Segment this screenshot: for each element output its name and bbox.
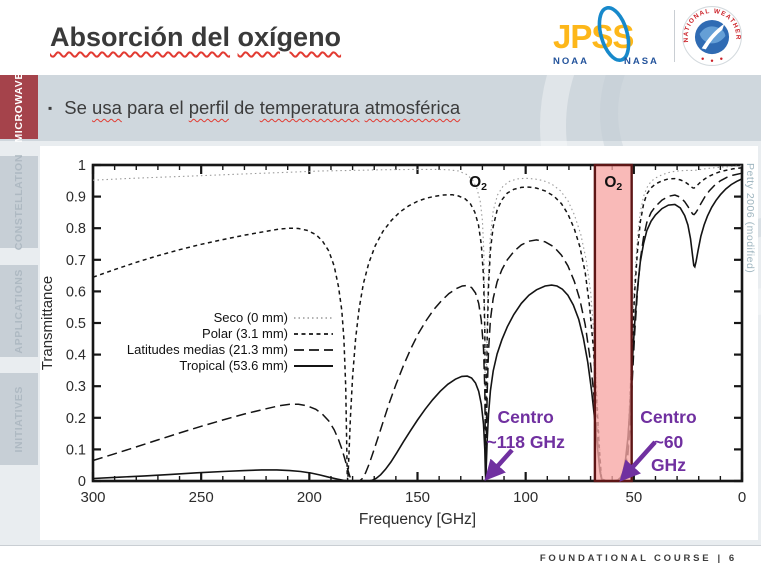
x-axis-label: Frequency [GHz] (359, 511, 476, 528)
chart-frame (91, 163, 744, 483)
callout-text-1: Centro (640, 407, 696, 427)
y-tick-label: 0.7 (66, 253, 86, 269)
sidebar-tab-label: MICROWAVE (13, 71, 25, 143)
figure-panel: 300 250 200 150 100 50 0 0 0.1 0.2 0.3 0.4 0.5 0.6 0.7… (39, 146, 758, 540)
bullet-segment: usa (92, 97, 122, 118)
footer-page-number: 6 (728, 552, 737, 564)
legend-label: Seco (0 mm) (214, 310, 288, 325)
page-title: Absorción del oxígeno (50, 22, 341, 53)
x-tick-label: 50 (625, 489, 642, 506)
callout-text-1: ~60 (654, 432, 684, 452)
callout-text-0: Centro (497, 407, 553, 427)
series-seco (92, 165, 743, 482)
bullet-segment: de (228, 97, 260, 118)
y-tick-label: 0 (78, 474, 86, 490)
slide-header: Absorción del oxígeno JPSS NOAA NASA NAT… (0, 0, 761, 75)
slide-footer: FOUNDATIONAL COURSE | 6 (0, 545, 761, 570)
title-word: Absorción del (50, 22, 231, 52)
callout-text-0: ~118 GHz (487, 432, 566, 452)
series-polar (92, 167, 743, 482)
bullet-segment: atmosférica (364, 97, 461, 118)
logo-divider (674, 10, 675, 62)
y-tick-label: 0.3 (66, 379, 86, 395)
y-tick-label: 0.6 (66, 284, 86, 300)
nws-star (720, 57, 723, 60)
sidebar-tab-applications[interactable]: APPLICATIONS (0, 265, 38, 357)
x-tick-label: 250 (189, 489, 214, 506)
legend-label: Polar (3.1 mm) (202, 326, 288, 341)
sidebar-tab-initiatives[interactable]: INITIATIVES (0, 373, 38, 465)
jpss-logo: JPSS NOAA NASA (553, 6, 659, 67)
content-area: ▪ Se usa para el perfil de temperatura at… (0, 75, 761, 545)
y-tick-label: 0.1 (66, 442, 86, 458)
jpss-nasa-label: NASA (624, 56, 659, 67)
legend-label: Latitudes medias (21.3 mm) (127, 342, 288, 357)
y-tick-label: 0.9 (66, 190, 86, 206)
x-tick-label: 150 (405, 489, 430, 506)
nws-bird-icon (701, 23, 725, 50)
x-tick-label: 0 (738, 489, 746, 506)
bullet-marker: ▪ (48, 101, 53, 115)
bullet-segment: temperatura (259, 97, 360, 118)
sidebar-tab-microwave[interactable]: MICROWAVE (0, 72, 38, 142)
bullet-text: Se usa para el perfil de temperatura atm… (64, 97, 460, 118)
y-tick-label: 1 (78, 158, 86, 174)
transmittance-chart: 300 250 200 150 100 50 0 0 0.1 0.2 0.3 0.4 0.5 0.6 0.7… (39, 158, 746, 528)
o2-band-highlight (593, 163, 633, 483)
y-tick-label: 0.4 (66, 348, 86, 364)
nws-logo: NATIONAL WEATHER SERVICE (681, 5, 742, 66)
nws-star (710, 59, 714, 63)
y-tick-label: 0.8 (66, 221, 86, 237)
nws-star (701, 57, 704, 60)
jpss-noaa-label: NOAA (553, 56, 589, 67)
x-tick-label: 300 (80, 489, 105, 506)
sidebar-tab-label: INITIATIVES (13, 385, 25, 453)
callout-text-1: GHz (651, 455, 686, 475)
figure-credit: Petty 2006 (modified) (744, 163, 756, 274)
jpss-logo-text: JPSS (553, 18, 633, 55)
title-word: oxígeno (237, 22, 342, 52)
callout-arrow-0 (484, 448, 514, 481)
bullet-segment: Se (64, 97, 93, 118)
footer-course-label: FOUNDATIONAL COURSE (539, 552, 712, 564)
footer-separator: | (717, 552, 723, 564)
legend-label: Tropical (53.6 mm) (179, 358, 288, 373)
bullet-item: ▪ Se usa para el perfil de temperatura at… (48, 97, 460, 119)
x-tick-label: 200 (297, 489, 322, 506)
y-axis-label: Transmittance (40, 276, 56, 370)
sidebar-tab-label: APPLICATIONS (13, 268, 25, 354)
series-latitudes (92, 172, 743, 482)
bullet-segment: perfil (188, 97, 229, 118)
bullet-segment: para el (121, 97, 189, 118)
x-tick-label: 100 (513, 489, 538, 506)
callout-arrow-1 (619, 440, 657, 482)
sidebar-tab-constellation[interactable]: CONSTELLATION (0, 153, 38, 251)
jpss-orbit-icon (597, 6, 631, 63)
sidebar-tab-label: CONSTELLATION (13, 153, 25, 251)
y-tick-label: 0.5 (66, 316, 86, 332)
y-tick-label: 0.2 (66, 411, 86, 427)
series-tropical (92, 178, 743, 482)
